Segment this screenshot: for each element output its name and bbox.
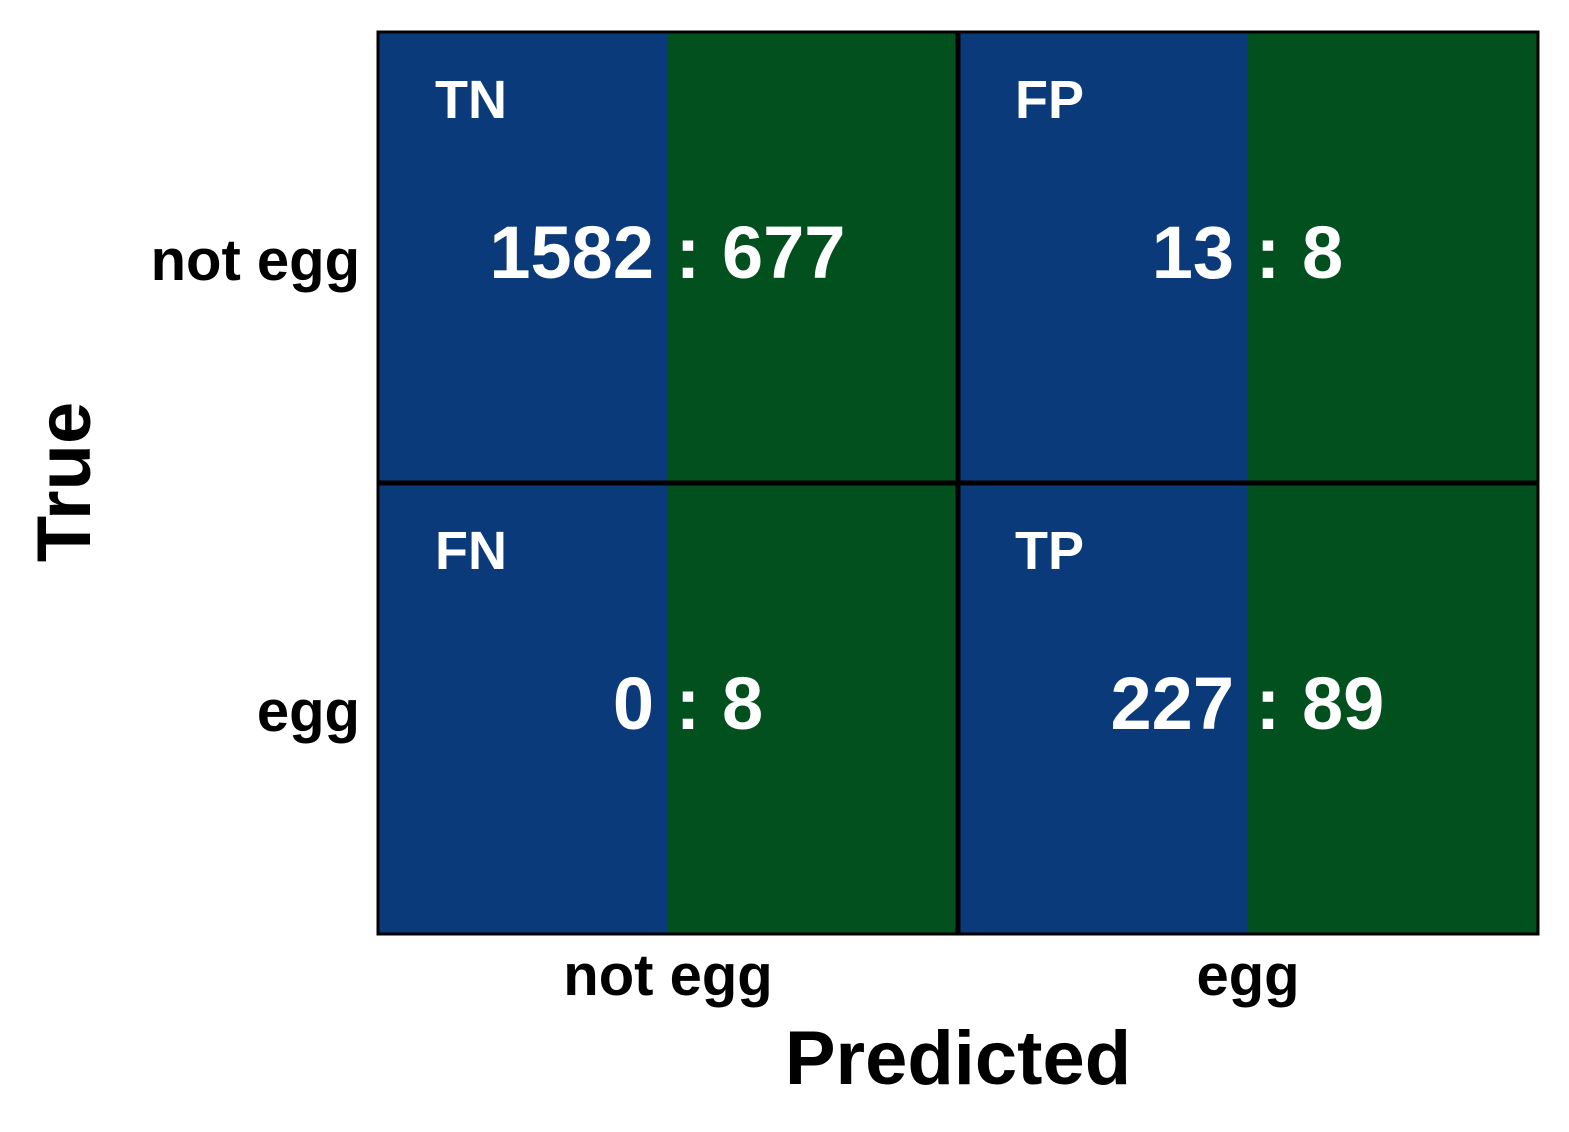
x-axis-title: Predicted xyxy=(785,1016,1131,1101)
cell-tn-tag-label: TN xyxy=(435,70,507,130)
grid-layer xyxy=(376,30,1540,936)
x-tick-label: egg xyxy=(1196,943,1299,1008)
x-tick-label: not egg xyxy=(563,943,772,1008)
cell-fp-right-half xyxy=(1248,32,1538,483)
cell-tn-left-half xyxy=(378,32,668,483)
cell-fn-left-value: 0 xyxy=(613,662,654,745)
cell-tn-left-value: 1582 xyxy=(489,211,654,294)
cell-fp-left-value: 13 xyxy=(1152,211,1234,294)
y-axis-title: True xyxy=(22,402,107,563)
cell-tp-left-half xyxy=(958,483,1248,934)
cell-fn-tag-label: FN xyxy=(435,521,507,581)
cell-fp-separator: : xyxy=(1256,211,1281,294)
cell-tp-separator: : xyxy=(1256,662,1281,745)
cell-fp-tag-label: FP xyxy=(1015,70,1084,130)
cells-layer xyxy=(378,32,1538,934)
cell-tn-right-value: 677 xyxy=(722,211,845,294)
cell-fn-left-half xyxy=(378,483,668,934)
y-tick-label: not egg xyxy=(151,228,360,293)
cell-tn-separator: : xyxy=(676,211,701,294)
cell-fn-right-value: 8 xyxy=(722,662,763,745)
cell-fp-right-value: 8 xyxy=(1302,211,1343,294)
cell-tn-right-half xyxy=(668,32,958,483)
cell-fp-left-half xyxy=(958,32,1248,483)
cell-tp-left-value: 227 xyxy=(1111,662,1234,745)
y-tick-label: egg xyxy=(257,679,360,744)
cell-tp-right-value: 89 xyxy=(1302,662,1384,745)
cell-fn-separator: : xyxy=(676,662,701,745)
cell-tp-tag-label: TP xyxy=(1015,521,1084,581)
cell-tp-right-half xyxy=(1248,483,1538,934)
cell-fn-right-half xyxy=(668,483,958,934)
